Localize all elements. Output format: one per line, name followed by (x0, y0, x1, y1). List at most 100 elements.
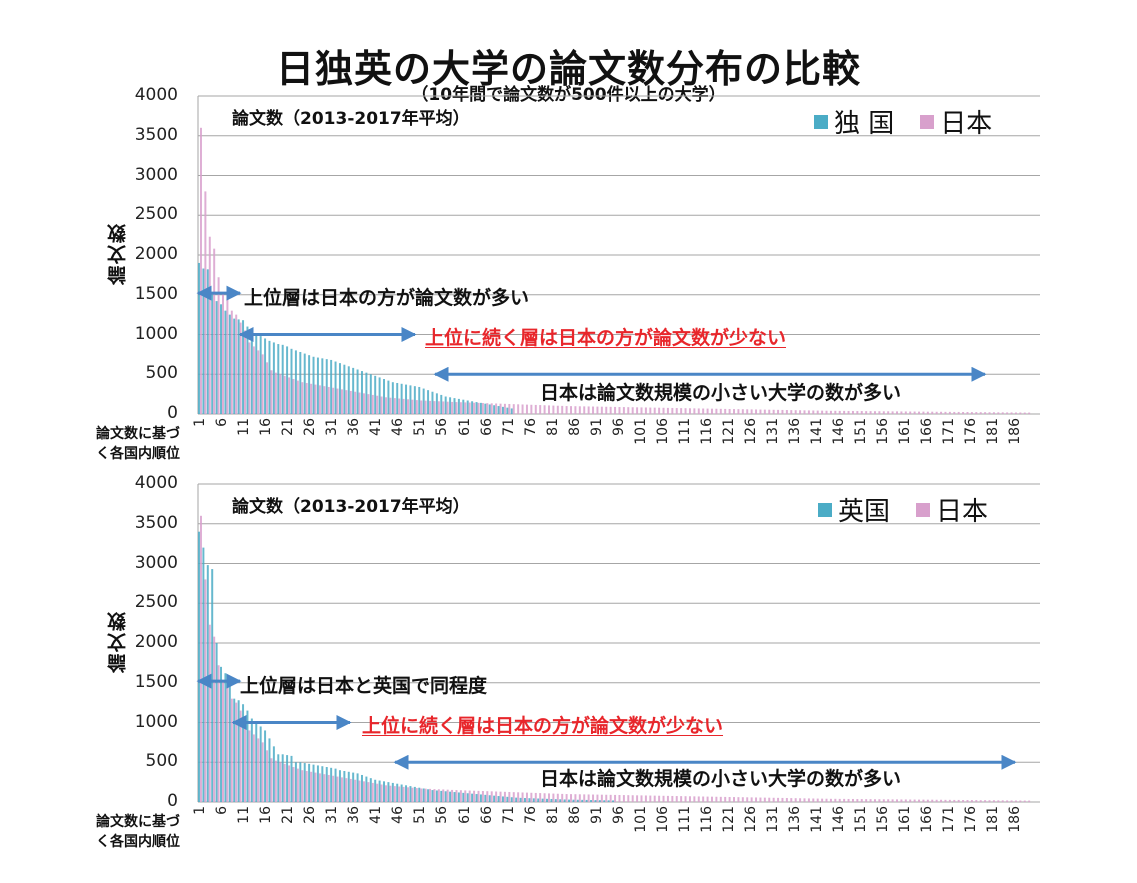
bar (537, 798, 540, 802)
x-tick-label: 71 (500, 806, 517, 824)
bar (565, 794, 568, 802)
bar (1023, 800, 1026, 802)
bar (574, 406, 577, 414)
bar (451, 401, 454, 414)
bar (233, 698, 236, 802)
bar (424, 788, 427, 802)
bar (733, 409, 736, 414)
bar (918, 411, 921, 414)
bar (957, 799, 960, 802)
bar (979, 412, 982, 414)
bar (286, 755, 289, 802)
legend-swatch (920, 114, 935, 129)
bar (405, 384, 408, 414)
bar (415, 788, 418, 802)
bar (891, 411, 894, 414)
bar (680, 796, 683, 802)
bar (292, 767, 295, 802)
bar (609, 406, 612, 414)
bar (435, 393, 438, 414)
bar (288, 377, 291, 414)
bar (649, 795, 652, 802)
bar (539, 405, 542, 414)
bar (922, 411, 925, 414)
bar (1023, 412, 1026, 414)
bar (966, 800, 969, 802)
bar (237, 700, 240, 802)
bar (486, 791, 489, 802)
bar (199, 515, 202, 802)
bar (612, 800, 615, 802)
bar (371, 782, 374, 802)
bar (462, 399, 465, 414)
bar (323, 774, 326, 802)
bar (325, 359, 328, 414)
bar (512, 404, 515, 414)
bar (834, 798, 837, 802)
bar (706, 408, 709, 414)
bar (710, 408, 713, 414)
bar (471, 793, 474, 802)
bar (274, 372, 277, 414)
bar (931, 799, 934, 802)
bar (541, 798, 544, 802)
y-tick-label: 3000 (134, 164, 178, 185)
bar (318, 385, 321, 414)
bar (578, 406, 581, 414)
bar (966, 412, 969, 414)
bar (559, 799, 562, 802)
bar (768, 409, 771, 414)
bar (847, 410, 850, 414)
bar (400, 383, 403, 414)
bar (997, 412, 1000, 414)
bar (198, 262, 200, 414)
bar (279, 374, 282, 414)
bar (499, 403, 502, 414)
bar (587, 794, 590, 802)
bar (799, 410, 802, 414)
bar (411, 787, 414, 802)
bar (693, 796, 696, 802)
bar (272, 746, 275, 802)
bar (444, 396, 447, 414)
bar (230, 698, 233, 802)
bar (349, 778, 352, 802)
bar (257, 350, 260, 414)
bar (666, 407, 669, 414)
bar (598, 800, 601, 802)
bar (261, 742, 264, 802)
bar (510, 797, 513, 802)
bar (1019, 800, 1022, 802)
bar (856, 411, 859, 414)
bar (248, 342, 251, 414)
bar (208, 624, 211, 802)
bar (235, 702, 238, 802)
legend-item-japan: 日本 (920, 103, 992, 140)
bar (224, 310, 227, 414)
bar (622, 795, 625, 802)
bar (239, 710, 242, 802)
bar (228, 314, 231, 414)
bar (325, 767, 328, 802)
bar (429, 788, 432, 802)
legend-item-germany: 独 国 (814, 103, 894, 140)
bar (228, 682, 231, 802)
bar (327, 386, 330, 414)
bar (829, 798, 832, 802)
x-tick-label: 116 (698, 806, 715, 833)
bar (843, 410, 846, 414)
bar (962, 412, 965, 414)
bar (1028, 800, 1031, 802)
bar (578, 794, 581, 802)
bar (609, 794, 612, 802)
bar (292, 379, 295, 414)
bar (383, 379, 386, 414)
bar (618, 795, 621, 802)
bar (508, 403, 511, 414)
bar (523, 798, 526, 802)
bar (1006, 412, 1009, 414)
bar (517, 792, 520, 802)
bar (409, 786, 412, 802)
bar (442, 401, 445, 414)
bar (631, 795, 634, 802)
